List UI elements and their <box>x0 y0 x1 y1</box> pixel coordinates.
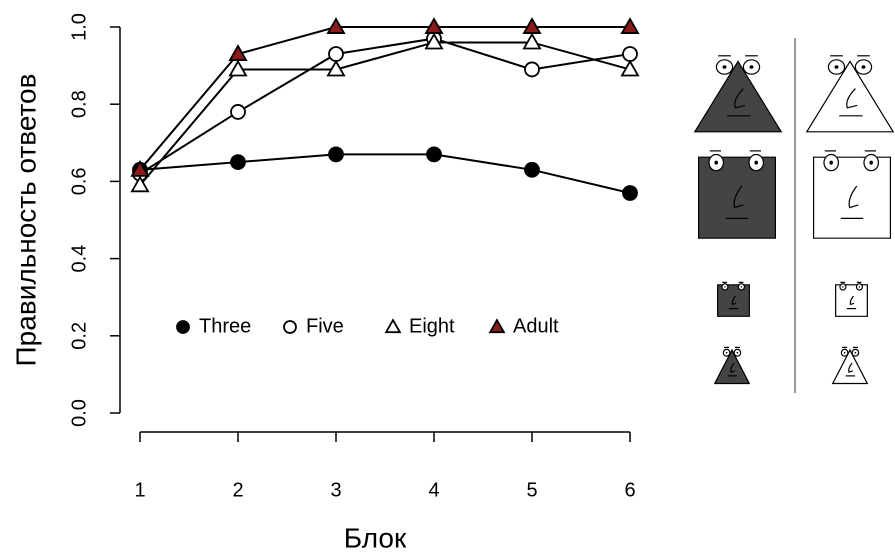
y-tick-label: 0.6 <box>68 167 90 195</box>
marker <box>525 62 539 76</box>
legend-label: Five <box>306 315 344 337</box>
marker <box>427 147 441 161</box>
x-tick-label: 3 <box>330 479 341 501</box>
marker <box>329 47 343 61</box>
legend-marker <box>386 320 400 332</box>
x-tick-label: 6 <box>624 479 635 501</box>
y-tick-label: 0.2 <box>68 322 90 350</box>
marker <box>525 163 539 177</box>
legend-marker <box>490 320 504 332</box>
x-tick-label: 1 <box>134 479 145 501</box>
legend-label: Eight <box>409 315 455 337</box>
marker <box>231 105 245 119</box>
legend-label: Three <box>199 315 251 337</box>
marker <box>623 186 637 200</box>
y-tick-label: 0.8 <box>68 90 90 118</box>
marker <box>230 61 246 75</box>
x-tick-label: 5 <box>526 479 537 501</box>
x-tick-label: 2 <box>232 479 243 501</box>
marker <box>426 19 442 33</box>
legend-marker <box>177 321 189 333</box>
marker <box>622 19 638 33</box>
legend-marker <box>284 321 296 333</box>
y-axis-label: Правильность ответов <box>10 74 41 367</box>
illustration <box>695 38 893 393</box>
marker <box>328 19 344 33</box>
marker <box>524 34 540 48</box>
legend-label: Adult <box>513 315 559 337</box>
y-tick-label: 0.0 <box>68 399 90 427</box>
x-tick-label: 4 <box>428 479 439 501</box>
x-axis-label: Блок <box>344 522 407 553</box>
y-tick-label: 0.4 <box>68 245 90 273</box>
marker <box>231 155 245 169</box>
series-line <box>140 154 630 193</box>
y-tick-label: 1.0 <box>68 13 90 41</box>
marker <box>329 147 343 161</box>
marker <box>623 47 637 61</box>
marker <box>524 19 540 33</box>
chart: Блок Правильность ответов 0.0 0.2 0.4 0.6 0.… <box>0 0 895 558</box>
